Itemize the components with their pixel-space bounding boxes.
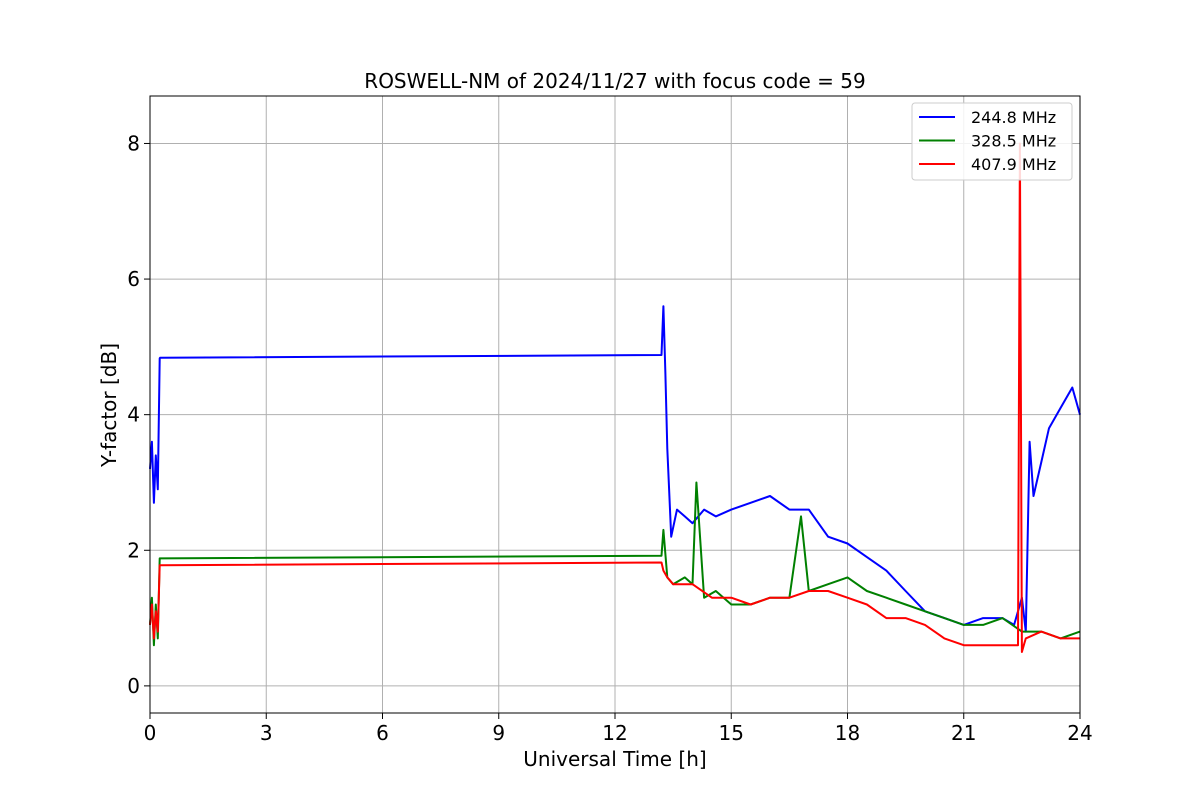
x-tick-label: 15 xyxy=(719,721,744,745)
legend-box xyxy=(911,102,1073,181)
x-axis-label: Universal Time [h] xyxy=(523,747,706,771)
legend-label-0: 244.8 MHz xyxy=(971,108,1056,127)
x-tick-label: 12 xyxy=(602,721,627,745)
series-line-0 xyxy=(149,305,1081,633)
x-tick-label: 21 xyxy=(951,721,976,745)
legend-label-2: 407.9 MHz xyxy=(971,155,1056,174)
x-tick-label: 24 xyxy=(1067,721,1092,745)
legend: 244.8 MHz 328.5 MHz 407.9 MHz xyxy=(911,102,1073,181)
x-tick-label: 9 xyxy=(492,721,505,745)
y-tick-label: 6 xyxy=(127,267,140,291)
x-tick-label: 6 xyxy=(376,721,389,745)
x-tick-label: 18 xyxy=(835,721,860,745)
chart-title: ROSWELL-NM of 2024/11/27 with focus code… xyxy=(364,69,865,93)
y-tick-label: 2 xyxy=(127,538,140,562)
y-axis-label: Y-factor [dB] xyxy=(97,343,121,468)
x-tick-label: 3 xyxy=(260,721,273,745)
y-tick-label: 4 xyxy=(127,403,140,427)
x-tick-label: 0 xyxy=(144,721,157,745)
y-tick-label: 8 xyxy=(127,131,140,155)
y-tick-label: 0 xyxy=(127,674,140,698)
legend-label-1: 328.5 MHz xyxy=(971,132,1056,151)
